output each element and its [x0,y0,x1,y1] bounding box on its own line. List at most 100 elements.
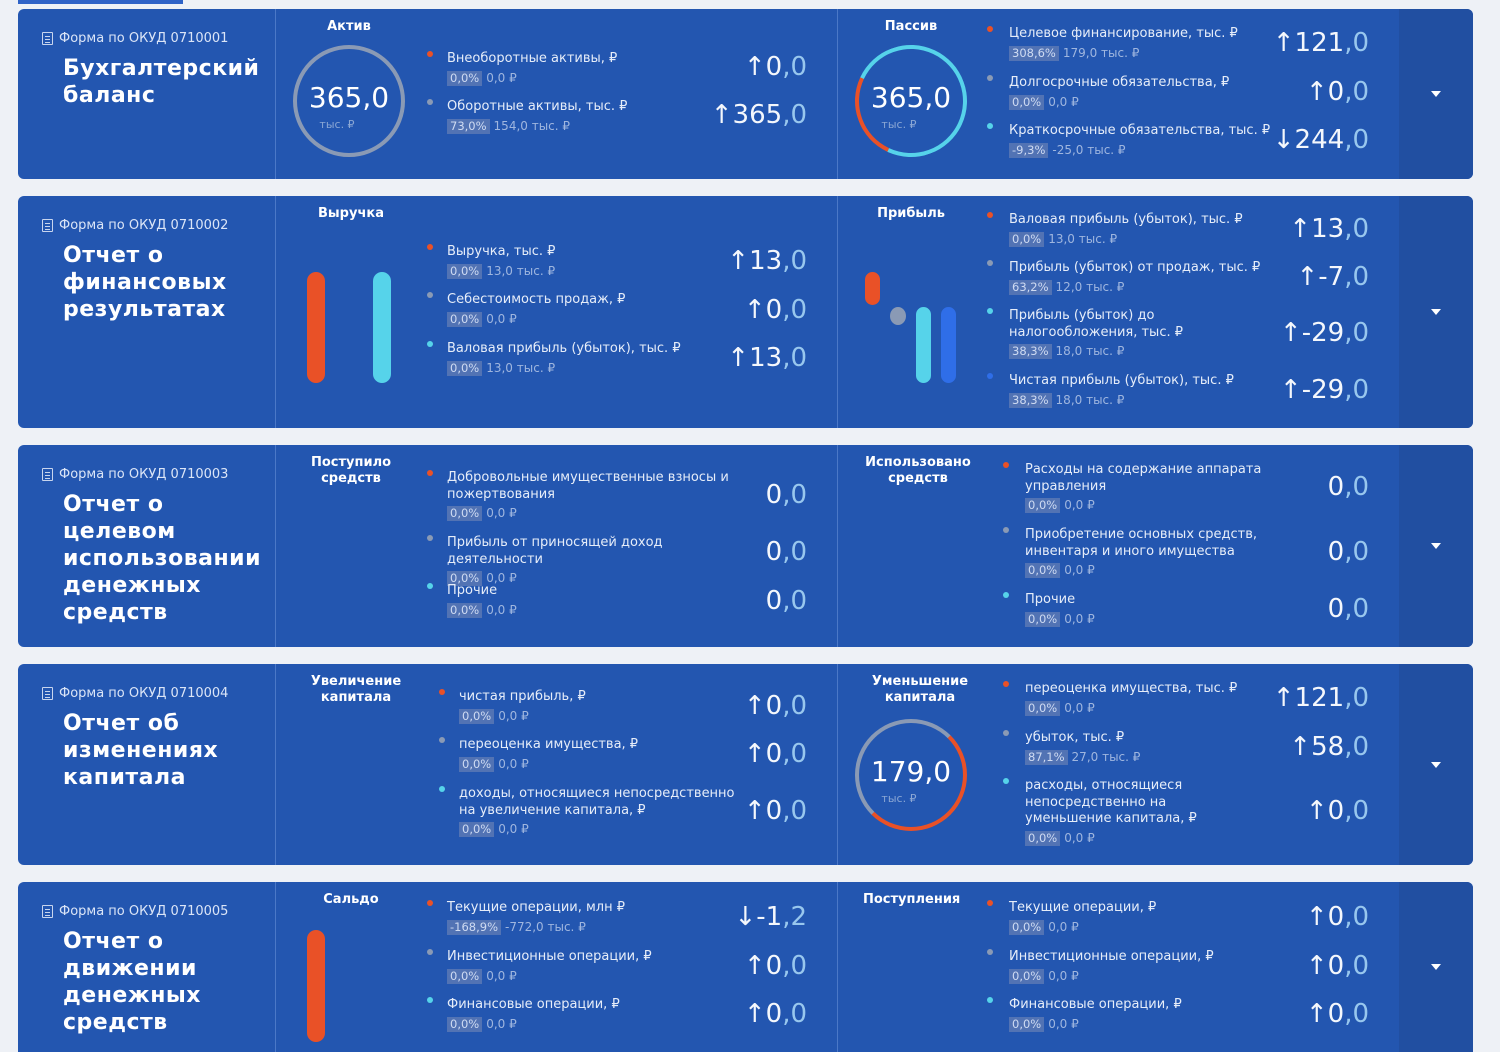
expand-chevron-icon[interactable] [1399,9,1473,179]
percent-badge: 0,0% [1009,1016,1045,1032]
section-title: Актив [327,19,371,34]
card-header: Форма по ОКУД 0710003 Отчет о целевом ис… [18,445,276,647]
metric-sub: 87,1% 27,0 тыс. ₽ [1025,749,1255,765]
percent-badge: 0,0% [1025,830,1061,846]
percent-badge: 0,0% [459,708,495,724]
cyan-dot [439,786,445,792]
card-title: Бухгалтерский баланс [63,56,260,108]
metric-label: Себестоимость продаж, ₽ [447,292,626,307]
percent-badge: 73,0% [447,118,490,134]
cyan-dot [1003,592,1009,598]
section-title: Уменьшение капитала [871,674,969,705]
form-code: Форма по ОКУД 0710003 [42,467,228,482]
grey-dot [427,535,433,541]
metric-value: ↑13,0 [727,246,807,276]
metric-item: убыток, тыс. ₽ 87,1% 27,0 тыс. ₽ [1003,730,1255,765]
metric-item: переоценка имущества, тыс. ₽ 0,0% 0,0 ₽ [1003,681,1255,716]
arrow-icon: ↑ [710,100,733,130]
metric-label: Внеоборотные активы, ₽ [447,51,618,66]
metric-sub: 0,0% 0,0 ₽ [447,602,747,618]
orange-dot [1003,681,1009,687]
metric-label: расходы, относящиеся непосредственно на … [1025,778,1197,826]
metric-value: ↑0,0 [743,796,807,826]
metric-label: Приобретение основных средств, инвентаря… [1025,527,1258,559]
expand-chevron-icon[interactable] [1399,882,1473,1052]
percent-badge: 38,3% [1009,344,1052,359]
card-targeted-funds: Форма по ОКУД 0710003 Отчет о целевом ис… [18,445,1473,647]
metric-item: Себестоимость продаж, ₽ 0,0% 0,0 ₽ [427,292,737,327]
metric-sub: 0,0% 0,0 ₽ [1009,968,1269,984]
arrow-icon: ↑ [743,951,766,981]
expand-chevron-icon[interactable] [1399,664,1473,865]
percent-badge: 0,0% [1009,968,1045,984]
arrow-icon: ↑ [1272,28,1295,58]
arrow-icon: ↑ [1296,262,1319,292]
metric-label: Валовая прибыль (убыток), тыс. ₽ [447,341,681,356]
metric-label: Прочие [447,583,498,598]
expand-chevron-icon[interactable] [1399,196,1473,428]
form-code: Форма по ОКУД 0710002 [42,218,228,233]
metric-label: Долгосрочные обязательства, ₽ [1009,75,1230,90]
donut-unit: тыс. ₽ [319,118,355,131]
metric-label: чистая прибыль, ₽ [459,689,586,704]
percent-badge: -168,9% [447,919,501,935]
arrow-icon: ↑ [743,295,766,325]
grey-dot [1003,730,1009,736]
metric-label: Расходы на содержание аппарата управлени… [1025,462,1262,494]
metric-label: переоценка имущества, тыс. ₽ [1025,681,1238,696]
grey-dot [439,737,445,743]
percent-badge: 0,0% [1009,231,1045,247]
cyan-dot [987,997,993,1003]
metric-item: Выручка, тыс. ₽ 0,0% 13,0 тыс. ₽ [427,244,737,279]
metric-value: 0,0 [1327,594,1369,624]
metric-item: Оборотные активы, тыс. ₽ 73,0% 154,0 тыс.… [427,99,737,134]
metric-value: ↑13,0 [1289,214,1369,244]
metric-sub: -168,9% -772,0 тыс. ₽ [447,919,737,935]
metric-item: Расходы на содержание аппарата управлени… [1003,462,1275,513]
percent-badge: 0,0% [447,571,483,586]
expand-chevron-icon[interactable] [1399,445,1473,647]
grey-dot [427,292,433,298]
metric-value: ↑0,0 [743,52,807,82]
metric-label: Прибыль (убыток) до налогообложения, тыс… [1009,308,1184,340]
metric-item: Финансовые операции, ₽ 0,0% 0,0 ₽ [987,997,1269,1032]
metric-value: 0,0 [765,480,807,510]
section-receipts: Поступления Текущие операции, ₽ 0,0% 0,0 … [837,882,1399,1052]
percent-badge: 0,0% [447,506,483,521]
grey-dot [987,949,993,955]
percent-badge: 0,0% [1009,919,1045,935]
metric-value: ↑0,0 [743,739,807,769]
metric-sub: 38,3% 18,0 тыс. ₽ [1009,344,1279,359]
metric-sub: 38,3% 18,0 тыс. ₽ [1009,392,1279,408]
section-balance: Сальдо Текущие операции, млн ₽ -168,9% -7… [276,882,837,1052]
arrow-icon: ↑ [1305,951,1328,981]
arrow-icon: ↑ [1305,796,1328,826]
section-liabilities: Пассив 365,0 тыс. ₽ Целевое финансирован… [837,9,1399,179]
metric-value: ↑0,0 [1305,951,1369,981]
section-capital-increase: Увеличение капитала чистая прибыль, ₽ 0,… [276,664,837,865]
card-title: Отчет о финансовых результатах [63,243,227,322]
arrow-icon: ↑ [743,796,766,826]
percent-badge: 0,0% [1009,94,1045,110]
grey-dot [987,260,993,266]
metric-sub: 0,0% 13,0 тыс. ₽ [447,263,737,279]
metric-label: Оборотные активы, тыс. ₽ [447,99,628,114]
metric-value: ↓244,0 [1272,125,1369,155]
revenue-bar [307,272,325,383]
section-title: Сальдо [323,892,379,907]
metric-value: 0,0 [765,586,807,616]
percent-badge: 87,1% [1025,749,1068,765]
orange-dot [1003,462,1009,468]
percent-badge: -9,3% [1009,142,1049,158]
metric-item: Долгосрочные обязательства, ₽ 0,0% 0,0 ₽ [987,75,1299,110]
pretax-profit-bar [916,307,931,383]
section-title: Пассив [884,19,938,34]
metric-value: ↑121,0 [1272,683,1369,713]
metric-sub: 0,0% 0,0 ₽ [459,756,739,772]
arrow-icon: ↑ [743,999,766,1029]
metric-item: Текущие операции, млн ₽ -168,9% -772,0 ты… [427,900,737,935]
percent-badge: 0,0% [447,360,483,376]
grey-dot [427,949,433,955]
metric-sub: 0,0% 0,0 ₽ [459,822,739,837]
donut-value: 365,0 [308,81,390,114]
